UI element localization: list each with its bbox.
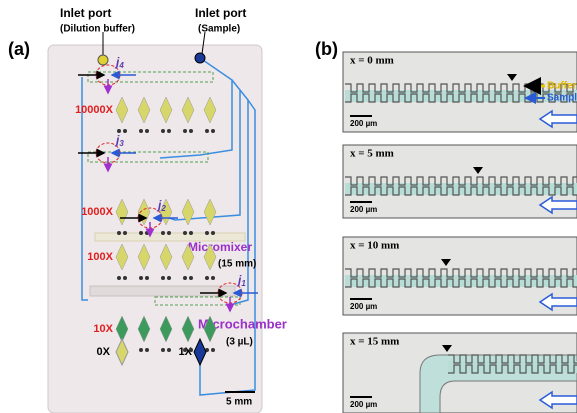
valve xyxy=(123,276,127,280)
valve xyxy=(211,276,215,280)
inlet-subtitle: (Dilution buffer) xyxy=(60,24,135,35)
valve xyxy=(139,129,143,133)
valve xyxy=(145,276,149,280)
valve xyxy=(117,276,121,280)
valve xyxy=(139,276,143,280)
valve xyxy=(161,231,165,235)
inlet-title: Inlet port xyxy=(60,6,111,20)
valve xyxy=(211,348,215,352)
valve xyxy=(123,231,127,235)
valve xyxy=(161,129,165,133)
valve xyxy=(167,231,171,235)
valve xyxy=(167,348,171,352)
micromixer-subtitle: (15 mm) xyxy=(218,259,256,270)
decoration xyxy=(90,286,235,296)
valve xyxy=(167,276,171,280)
chip xyxy=(48,45,262,413)
valve xyxy=(211,231,215,235)
valve xyxy=(189,231,193,235)
scale-label: 200 µm xyxy=(350,400,377,409)
scale-label: 5 mm xyxy=(226,397,252,408)
scale-label: 200 µm xyxy=(350,205,377,214)
scale-label: 200 µm xyxy=(350,119,377,128)
valve xyxy=(211,129,215,133)
junction-index: 3 xyxy=(119,139,124,148)
inlet-subtitle: (Sample) xyxy=(198,24,240,35)
dilution-label: 10000X xyxy=(75,104,114,116)
valve xyxy=(183,129,187,133)
valve xyxy=(183,276,187,280)
valve xyxy=(189,129,193,133)
figure: (a) Inlet port (Dilution buffer) Inlet p… xyxy=(0,0,577,413)
panel-a: (a) Inlet port (Dilution buffer) Inlet p… xyxy=(8,6,287,413)
junction-index: 2 xyxy=(160,204,166,213)
dilution-label: 0X xyxy=(97,346,111,358)
junction-index: 4 xyxy=(118,61,124,70)
dilution-label: 10X xyxy=(93,323,113,335)
valve xyxy=(123,129,127,133)
valve xyxy=(205,231,209,235)
valve xyxy=(167,129,171,133)
position-label: x = 10 mm xyxy=(350,240,399,252)
position-label: x = 0 mm xyxy=(350,55,394,67)
valve xyxy=(161,276,165,280)
panel-label: (a) xyxy=(8,39,30,59)
valve xyxy=(189,276,193,280)
position-label: x = 15 mm xyxy=(350,336,399,348)
panel-label: (b) xyxy=(315,39,338,59)
valve xyxy=(205,276,209,280)
micromixer-title: Micromixer xyxy=(188,240,252,254)
inlet-title: Inlet port xyxy=(195,6,246,20)
valve xyxy=(139,348,143,352)
valve xyxy=(117,231,121,235)
valve xyxy=(145,348,149,352)
legend-sample: Sample xyxy=(547,93,577,104)
inlet-buffer xyxy=(98,55,108,65)
valve xyxy=(205,129,209,133)
dilution-label: 1000X xyxy=(81,206,113,218)
panel-b: (b) x = 0 mm 200 µm x = 5 mm 200 µm x = 10 m… xyxy=(315,39,577,413)
legend-buffer: Buffer xyxy=(547,81,577,92)
junction-index: 1 xyxy=(241,279,246,288)
valve xyxy=(183,348,187,352)
dilution-label: 100X xyxy=(87,251,113,263)
inlet-sample xyxy=(195,53,205,63)
position-label: x = 5 mm xyxy=(350,148,394,160)
valve xyxy=(161,348,165,352)
valve xyxy=(189,348,193,352)
valve xyxy=(145,231,149,235)
valve xyxy=(145,129,149,133)
scale-label: 200 µm xyxy=(350,302,377,311)
valve xyxy=(183,231,187,235)
valve xyxy=(139,231,143,235)
microchamber-subtitle: (3 µL) xyxy=(226,337,253,348)
